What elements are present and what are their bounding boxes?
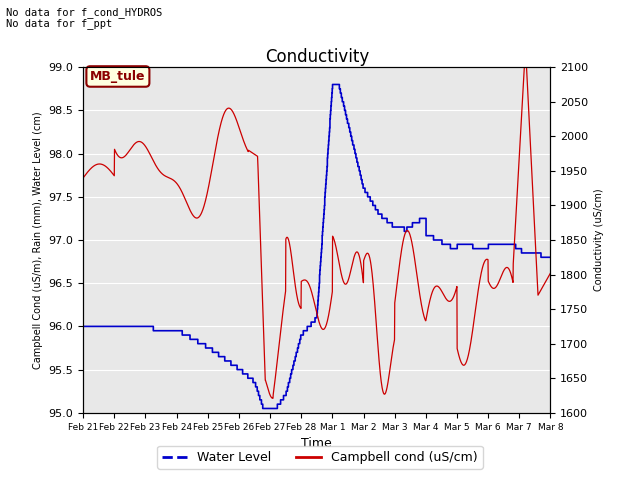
- Text: MB_tule: MB_tule: [90, 70, 146, 83]
- Y-axis label: Conductivity (uS/cm): Conductivity (uS/cm): [594, 189, 604, 291]
- Text: No data for f_ppt: No data for f_ppt: [6, 18, 113, 29]
- X-axis label: Time: Time: [301, 437, 332, 450]
- Legend: Water Level, Campbell cond (uS/cm): Water Level, Campbell cond (uS/cm): [157, 446, 483, 469]
- Y-axis label: Campbell Cond (uS/m), Rain (mm), Water Level (cm): Campbell Cond (uS/m), Rain (mm), Water L…: [33, 111, 43, 369]
- Text: No data for f_cond_HYDROS: No data for f_cond_HYDROS: [6, 7, 163, 18]
- Title: Conductivity: Conductivity: [265, 48, 369, 66]
